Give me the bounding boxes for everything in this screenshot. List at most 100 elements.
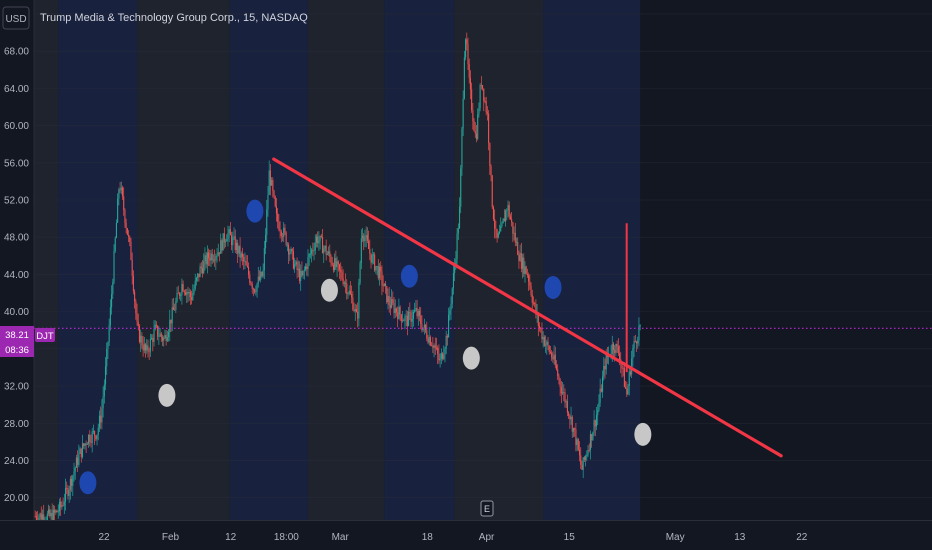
candle-body [284, 227, 286, 233]
candle-body [575, 429, 577, 445]
candle-body [446, 335, 448, 338]
candle-body [49, 509, 51, 517]
earnings-event-marker[interactable] [480, 500, 494, 517]
candle-body [428, 337, 430, 343]
candle-body [354, 309, 356, 312]
candle-body [107, 342, 109, 349]
candle-body [639, 324, 641, 327]
candle-body [192, 293, 194, 300]
x-tick-label: 22 [98, 532, 110, 543]
candle-body [605, 354, 607, 370]
time-axis[interactable]: 22 Feb 12 18:00 Mar 18 Apr 15 May 13 22 [98, 532, 807, 543]
candle-body [136, 313, 138, 322]
candle-body [187, 292, 189, 294]
candle-body [547, 341, 549, 347]
candle-body [525, 266, 527, 274]
currency-button[interactable] [2, 6, 30, 30]
candle-body [79, 448, 81, 454]
candle-body [95, 435, 97, 440]
candle-body [90, 442, 92, 443]
candle-body [423, 324, 425, 328]
candle-body [417, 311, 419, 317]
candle-body [538, 326, 541, 328]
candle-body [278, 221, 280, 230]
candle-body [347, 293, 349, 295]
y-tick-label: 68.00 [4, 47, 29, 58]
candle-body [530, 285, 532, 295]
candle-body [371, 254, 373, 263]
candle-body [280, 231, 282, 237]
candle-body [629, 371, 632, 375]
candle-body [205, 255, 207, 265]
blue-signal-circle [79, 471, 97, 495]
candle-body [148, 351, 150, 353]
candle-body [474, 131, 476, 134]
candle-body [46, 513, 48, 521]
candle-body [43, 514, 45, 523]
candle-body [143, 344, 145, 351]
candle-body [125, 222, 127, 229]
candle-body [458, 206, 461, 229]
candle-body [485, 101, 487, 113]
candle-body [39, 513, 41, 518]
candle-body [435, 347, 438, 349]
candle-body [389, 305, 391, 308]
candle-body [159, 333, 161, 337]
candle-body [528, 275, 530, 282]
candle-body [248, 266, 250, 275]
candle-body [157, 325, 159, 337]
candle-body [376, 266, 378, 267]
candle-body [332, 264, 334, 271]
candle-body [394, 308, 396, 314]
candle-body [321, 237, 324, 254]
candle-body [305, 266, 307, 270]
candle-body [281, 236, 284, 237]
candle-body [467, 44, 469, 65]
candle-body [254, 289, 256, 293]
candle-body [130, 242, 132, 260]
candle-body [186, 292, 188, 295]
candle-body [522, 257, 524, 269]
candle-body [182, 284, 184, 292]
candle-body [297, 268, 299, 271]
candle-body [545, 344, 547, 346]
candle-body [563, 392, 565, 393]
candle-body [114, 238, 116, 251]
candle-body [491, 175, 493, 208]
candle-body [540, 327, 542, 330]
trendline[interactable] [272, 157, 783, 458]
candle-body [71, 478, 73, 486]
candle-body [273, 190, 275, 197]
candle-body [34, 516, 36, 518]
candle-body [495, 228, 497, 230]
candle-body [146, 345, 148, 351]
y-tick-label: 32.00 [4, 382, 29, 393]
y-tick-label: 60.00 [4, 121, 29, 132]
candle-body [83, 443, 85, 446]
candle-body [227, 233, 229, 240]
candle-body [274, 196, 276, 207]
candle-body [243, 256, 245, 262]
time-axis-background [0, 521, 932, 550]
candle-body [263, 248, 265, 271]
candle-body [425, 324, 427, 331]
candle-body [206, 252, 208, 265]
candle-body [51, 512, 53, 524]
candle-body [617, 346, 619, 354]
candle-body [349, 290, 351, 295]
candle-body [260, 271, 262, 280]
price-badge [0, 326, 34, 357]
x-tick-label: 12 [225, 532, 237, 543]
candle-body [443, 354, 445, 359]
candle-body [171, 307, 173, 324]
candle-body [514, 232, 516, 243]
candle-body [85, 443, 87, 445]
candle-body [370, 253, 372, 263]
candle-body [152, 338, 154, 342]
candle-body [598, 402, 600, 411]
signal-circles [79, 199, 652, 495]
candle-body [546, 341, 548, 345]
candle-body [191, 297, 193, 300]
candle-body [345, 282, 347, 284]
